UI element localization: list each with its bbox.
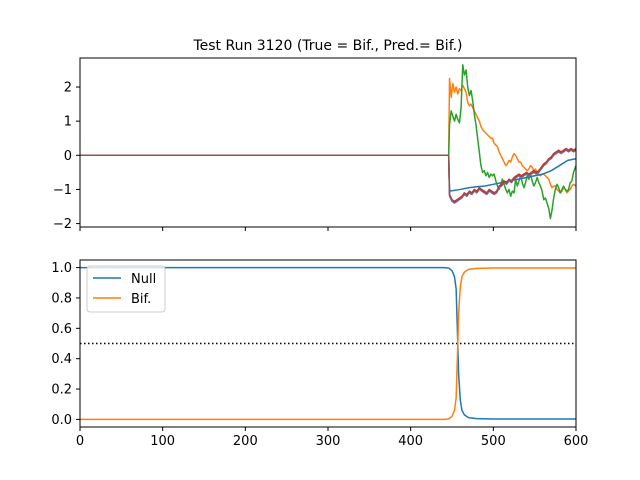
- bottom-series-group: [80, 266, 576, 421]
- top-y-tick-label-0: 2: [64, 81, 72, 96]
- bottom-y-tick-label-0: 0.0: [51, 413, 72, 428]
- bottom-axes-frame: [79, 259, 577, 428]
- bottom-x-tick-label-6: 600: [564, 434, 589, 449]
- top-y-tick-label-2: 0: [64, 149, 72, 164]
- top-series-line-1: [80, 64, 576, 220]
- bottom-x-tick-label-2: 200: [233, 434, 258, 449]
- top-axis-ticks: 2 1 0 −1 −2: [53, 81, 577, 232]
- top-subplot: Test Run 3120 (True = Bif., Pred.= Bif.)…: [53, 38, 577, 232]
- top-y-tick-label-4: −2: [53, 217, 72, 232]
- bottom-x-tick-label-5: 500: [481, 434, 506, 449]
- bottom-y-tick-label-4: 0.8: [51, 291, 72, 306]
- bottom-x-tick-label-4: 400: [398, 434, 423, 449]
- top-y-tick-label-3: −1: [53, 183, 72, 198]
- bottom-x-tick-label-0: 0: [76, 434, 84, 449]
- legend-label-bif: Bif.: [131, 292, 151, 307]
- bottom-y-tick-label-5: 1.0: [51, 261, 72, 276]
- bottom-axis-ticks: 0 100 200 300 400 500 600 0.0 0.2 0.4 0.6 0.8 1.0: [51, 261, 588, 449]
- top-y-tick-label-1: 1: [64, 115, 72, 130]
- top-axes-frame: [79, 57, 577, 228]
- bottom-y-tick-label-1: 0.2: [51, 383, 72, 398]
- bottom-x-tick-label-1: 100: [150, 434, 175, 449]
- top-series-group: [80, 64, 576, 220]
- top-series-line-5: [80, 148, 576, 204]
- bottom-series-line-0: [80, 266, 576, 420]
- bottom-series-line-1: [80, 267, 576, 421]
- bottom-y-tick-label-3: 0.6: [51, 322, 72, 337]
- legend: Null Bif.: [86, 265, 166, 313]
- bottom-y-tick-label-2: 0.4: [51, 352, 72, 367]
- legend-label-null: Null: [131, 272, 156, 287]
- bottom-subplot: 0 100 200 300 400 500 600 0.0 0.2 0.4 0.6 0.8 1.0 Nu…: [51, 259, 588, 449]
- chart-title: Test Run 3120 (True = Bif., Pred.= Bif.): [192, 38, 462, 54]
- top-series-line-0: [80, 77, 576, 194]
- bottom-x-tick-label-3: 300: [316, 434, 341, 449]
